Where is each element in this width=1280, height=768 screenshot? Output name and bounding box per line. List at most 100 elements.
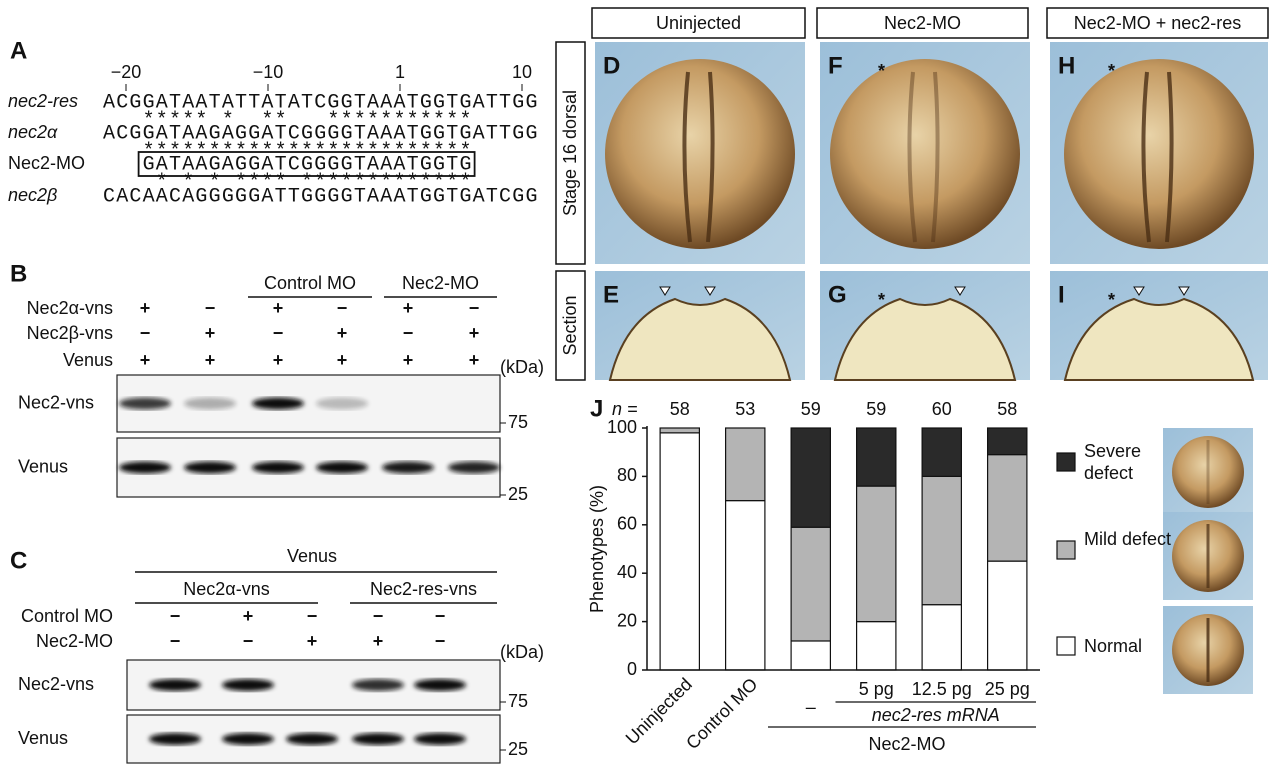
identity-stars: ************************* [103,140,473,163]
bar-segment [986,427,1028,456]
ruler-label: 1 [395,62,405,82]
band [149,679,201,691]
x-tick-label: 25 pg [985,679,1030,699]
legend-label: Normal [1084,636,1143,656]
asterisk: * [878,61,885,81]
neural-groove [907,71,940,243]
row-label: Venus [63,350,113,370]
identity-stars: ***** * ** *********** [103,109,473,132]
section [833,297,1017,381]
lane-sign: + [403,350,414,370]
band [252,461,304,474]
band [382,461,434,474]
band [222,679,274,691]
bar-segment [659,432,700,671]
column-box [1046,7,1269,39]
neural-groove [1141,71,1174,243]
blot-header: Venus [287,546,337,566]
legend-swatch [1056,452,1076,472]
band [352,733,404,745]
legend-embryo [1172,436,1244,508]
panel-letter: G [828,281,847,308]
band [184,397,236,410]
panel-label: J [590,395,603,422]
arrowhead [1178,286,1190,296]
embryo [1064,59,1254,249]
y-tick-label: 60 [617,514,637,534]
row-label: Control MO [21,606,113,626]
band [448,461,500,474]
band [252,397,304,410]
bar-segment [659,427,700,434]
band [414,733,466,745]
lane-sign: − [140,323,151,343]
lane-sign: + [273,298,284,318]
lane-sign: − [273,323,284,343]
x-tick-label: – [806,697,816,717]
blot-label: Nec2-vns [18,392,94,412]
lane-sign: − [469,298,480,318]
y-tick-label: 20 [617,610,637,630]
blot-label: Nec2-vns [18,674,94,694]
n-value: 53 [735,399,755,419]
lane-sign: − [337,298,348,318]
sequence: CACAACAGGGGGATTGGGGTAAATGGTGATCGG [103,185,539,208]
n-value: 60 [932,399,952,419]
identity-stars: * * * **** ************* [103,171,473,194]
band [149,733,201,745]
marker: 75 [508,412,528,432]
marker: 25 [508,739,528,759]
lane-sign: − [170,631,181,651]
legend-label: Severe defect [1084,441,1142,483]
panel-letter: F [828,52,843,79]
mo-box [137,151,476,177]
panel-label: C [10,547,27,574]
band [184,461,236,474]
blot-label: Venus [18,728,68,748]
row-header: Section [560,295,580,355]
ruler-label: 10 [512,62,532,82]
column-box [591,7,806,39]
section [608,297,792,381]
x-tick-label: Control MO [682,674,761,753]
legend-label: Mild defect [1084,529,1172,549]
bar-segment [986,454,1028,562]
band [316,461,368,474]
group-label: Nec2α-vns [183,579,269,599]
y-tick-label: 100 [607,417,637,437]
bar-segment [724,427,766,502]
group-label: Nec2-res-vns [370,579,477,599]
asterisk: * [1108,61,1115,81]
n-label: n = [612,399,638,419]
arrowhead [1133,286,1145,296]
kda-label: (kDa) [500,642,544,662]
lane-sign: + [307,631,318,651]
panel-label: A [10,37,27,64]
marker: 25 [508,484,528,504]
arrowhead [954,286,966,296]
section [1063,297,1255,381]
panel-letter: H [1058,52,1075,79]
blot-label: Venus [18,456,68,476]
embryo [605,59,795,249]
group-label: Nec2-MO [402,273,479,293]
bar-segment [724,500,766,671]
lane-sign: + [373,631,384,651]
asterisk: * [878,290,885,310]
lane-sign: + [469,323,480,343]
sequence: ACGGATAAGAGGATCGGGGTAAATGGTGATTGG [103,122,539,145]
sequence-name: nec2α [8,122,58,142]
bar-segment [855,485,897,623]
column-header: Nec2-MO + nec2-res [1074,13,1242,33]
bar-segment [790,526,831,642]
lane-sign: + [337,323,348,343]
row-box [555,41,586,265]
y-tick-label: 80 [617,465,637,485]
bar-segment [921,475,962,606]
lane-sign: + [205,323,216,343]
sequence: ACGGATAATATTATATCGGTAAATGGTGATTGG [103,91,539,114]
kda-label: (kDa) [500,357,544,377]
sequence-name: Nec2-MO [8,153,85,173]
row-label: Nec2α-vns [27,298,113,318]
